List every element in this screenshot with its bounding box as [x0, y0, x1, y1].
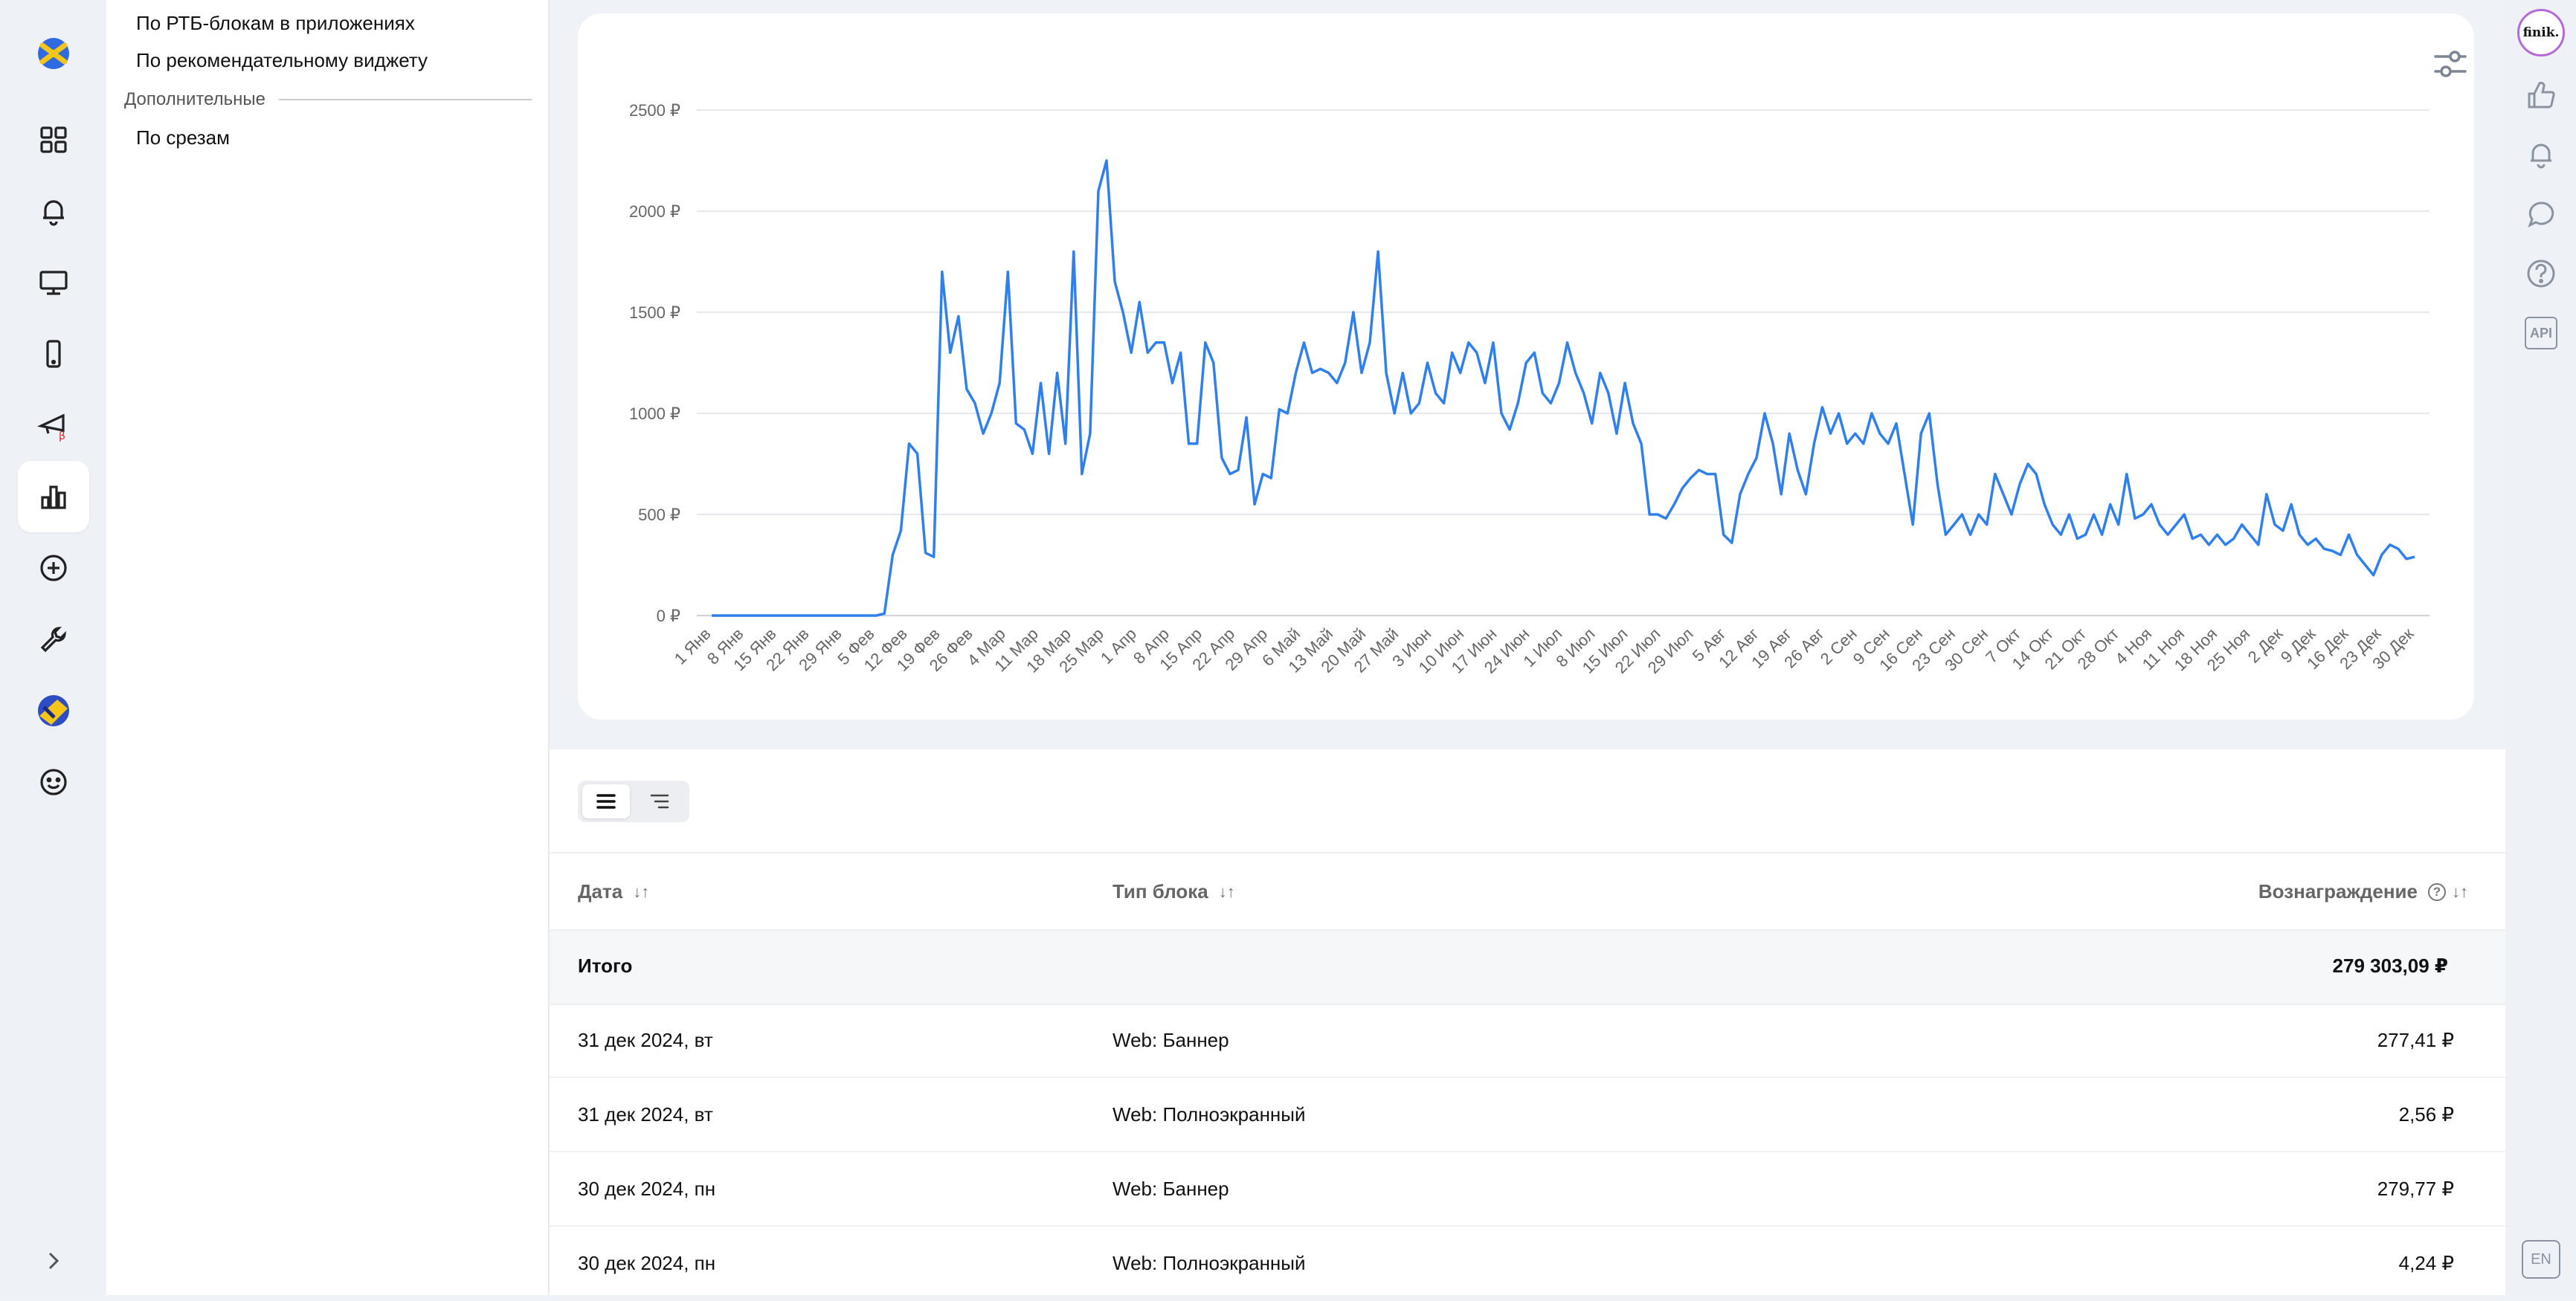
table-divider: [550, 852, 2505, 853]
view-toggle: [578, 781, 689, 822]
expand-sidebar-icon[interactable]: [36, 1243, 71, 1279]
api-label: API: [2529, 325, 2552, 340]
app-logo-icon[interactable]: [18, 18, 89, 89]
table-row: 31 дек 2024, вт Web: Полноэкранный 2,56 …: [550, 1076, 2505, 1152]
y-tick-label: 2000 ₽: [629, 202, 680, 221]
bell-icon[interactable]: [2522, 135, 2560, 174]
right-rail: finik. API EN: [2505, 0, 2576, 1295]
add-icon[interactable]: [18, 532, 89, 604]
submenu-item-recommendation-widget[interactable]: По рекомендательному виджету: [136, 49, 428, 71]
help-icon[interactable]: ?: [2428, 882, 2446, 901]
notifications-icon[interactable]: [18, 175, 89, 247]
row-reward: 277,41 ₽: [2377, 1029, 2454, 1051]
row-date: 31 дек 2024, вт: [578, 1029, 713, 1051]
left-rail: β: [0, 0, 106, 1295]
column-header-reward[interactable]: Вознаграждение ? ↓↑: [2258, 880, 2468, 903]
main-content: 0 ₽500 ₽1000 ₽1500 ₽2000 ₽2500 ₽1 Янв 8 Я…: [550, 0, 2505, 1301]
x-tick-label: 1 Апр: [1097, 624, 1140, 668]
sort-icon[interactable]: ↓↑: [1218, 882, 1235, 901]
y-tick-label: 1000 ₽: [629, 404, 680, 423]
x-tick-label: 2 Сен: [1817, 624, 1861, 668]
row-block-type: Web: Полноэкранный: [1112, 1103, 1306, 1126]
svg-text:β: β: [59, 430, 65, 442]
chat-icon[interactable]: [2522, 195, 2560, 233]
help-circle-icon[interactable]: [2522, 254, 2560, 293]
column-header-date-label: Дата: [578, 880, 623, 903]
table-row: 30 дек 2024, пн Web: Полноэкранный 4,24 …: [550, 1225, 2505, 1301]
partner-logo-icon[interactable]: [18, 675, 89, 746]
column-header-date[interactable]: Дата ↓↑: [578, 880, 649, 903]
row-block-type: Web: Баннер: [1112, 1029, 1229, 1051]
y-tick-label: 0 ₽: [657, 607, 680, 625]
row-block-type: Web: Полноэкранный: [1112, 1252, 1306, 1274]
row-date: 31 дек 2024, вт: [578, 1103, 713, 1126]
tools-icon[interactable]: [18, 604, 89, 675]
table-row: 31 дек 2024, вт Web: Баннер 277,41 ₽: [550, 1002, 2505, 1078]
row-date: 30 дек 2024, пн: [578, 1178, 716, 1200]
column-header-reward-label: Вознаграждение: [2258, 880, 2418, 903]
y-tick-label: 1500 ₽: [629, 303, 680, 322]
report-submenu: По РТБ-блокам в приложениях По рекоменда…: [106, 0, 550, 1295]
table-row: 30 дек 2024, пн Web: Баннер 279,77 ₽: [550, 1151, 2505, 1227]
flat-view-button[interactable]: [582, 784, 630, 819]
user-avatar[interactable]: finik.: [2517, 9, 2565, 57]
submenu-section-divider: [278, 99, 532, 100]
statistics-icon[interactable]: [18, 461, 89, 532]
language-switch[interactable]: EN: [2522, 1240, 2560, 1279]
avatar-label: finik.: [2522, 25, 2560, 40]
submenu-item-rtb-apps[interactable]: По РТБ-блокам в приложениях: [136, 12, 415, 34]
mobile-icon[interactable]: [18, 318, 89, 390]
total-row: Итого 279 303,09 ₽: [550, 929, 2505, 1005]
statistics-table: Дата ↓↑ Тип блока ↓↑ Вознаграждение ? ↓↑…: [550, 749, 2505, 1301]
row-block-type: Web: Баннер: [1112, 1178, 1229, 1200]
dashboard-icon[interactable]: [18, 104, 89, 175]
api-icon[interactable]: API: [2525, 317, 2557, 349]
total-label: Итого: [578, 955, 633, 977]
row-date: 30 дек 2024, пн: [578, 1252, 716, 1274]
smiley-icon[interactable]: [18, 746, 89, 818]
submenu-section-additional: Дополнительные: [124, 89, 532, 110]
x-tick-label: 1 Янв: [671, 624, 715, 668]
series-line[interactable]: [712, 159, 2415, 617]
submenu-section-label: Дополнительные: [124, 89, 265, 109]
row-reward: 2,56 ₽: [2398, 1103, 2454, 1126]
sort-icon[interactable]: ↓↑: [2452, 882, 2468, 901]
y-tick-label: 2500 ₽: [629, 101, 680, 120]
sort-icon[interactable]: ↓↑: [633, 882, 650, 901]
tree-view-button[interactable]: [636, 784, 683, 819]
chart-card: 0 ₽500 ₽1000 ₽1500 ₽2000 ₽2500 ₽1 Янв 8 Я…: [578, 13, 2474, 720]
column-header-block-type[interactable]: Тип блока ↓↑: [1112, 880, 1235, 903]
language-label: EN: [2531, 1250, 2551, 1268]
campaign-beta-icon[interactable]: β: [18, 390, 89, 461]
column-header-block-type-label: Тип блока: [1112, 880, 1208, 903]
chart-settings-icon[interactable]: [2430, 43, 2471, 85]
total-value: 279 303,09 ₽: [2332, 955, 2448, 977]
desktop-icon[interactable]: [18, 247, 89, 318]
row-reward: 4,24 ₽: [2398, 1252, 2454, 1274]
thumbs-up-icon[interactable]: [2522, 76, 2560, 114]
x-tick-label: 2 Дек: [2244, 624, 2287, 667]
row-reward: 279,77 ₽: [2377, 1178, 2454, 1200]
y-tick-label: 500 ₽: [638, 506, 680, 524]
submenu-item-slices[interactable]: По срезам: [136, 126, 230, 149]
